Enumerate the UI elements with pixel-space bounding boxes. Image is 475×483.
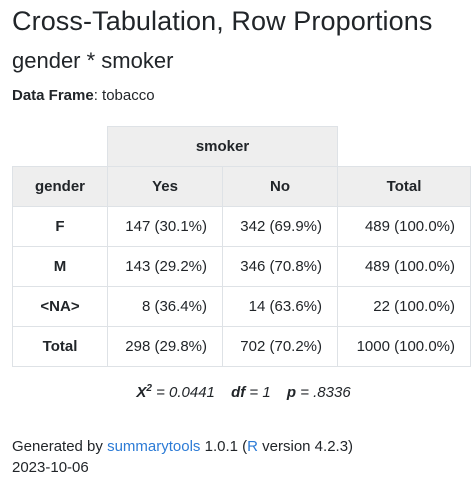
r-version-text: version 4.2.3) [262, 438, 354, 455]
table-cell: 22 (100.0%) [337, 286, 471, 327]
row-label: M [12, 246, 108, 287]
table-row: M 143 (29.2%) 346 (70.8%) 489 (100.0%) [12, 246, 471, 287]
table-cell: 8 (36.4%) [107, 286, 223, 327]
row-var-header: gender [12, 166, 108, 207]
col-header-yes: Yes [107, 166, 223, 207]
data-frame-label: Data Frame [12, 87, 94, 104]
page-subtitle: gender * smoker [12, 48, 174, 73]
table-row: F 147 (30.1%) 342 (69.9%) 489 (100.0%) [12, 206, 471, 247]
data-frame-value: tobacco [102, 87, 155, 104]
generated-line: Generated by summarytools 1.0.1 (R versi… [12, 436, 353, 457]
table-cell: 489 (100.0%) [337, 246, 471, 287]
df-value: = 1 [249, 384, 271, 401]
df-label: df [231, 384, 246, 401]
summarytools-link[interactable]: summarytools [107, 438, 201, 455]
chi-value: = 0.0441 [156, 384, 215, 401]
chi-label: X [136, 384, 147, 401]
table-row: <NA> 8 (36.4%) 14 (63.6%) 22 (100.0%) [12, 286, 471, 327]
table-cell: 147 (30.1%) [107, 206, 223, 247]
crosstab-table: smoker gender Yes No Total F 147 (30.1%)… [12, 126, 471, 367]
table-cell: 298 (29.8%) [107, 326, 223, 367]
column-header-row: gender Yes No Total [12, 166, 471, 207]
page-title: Cross-Tabulation, Row Proportions [12, 6, 433, 36]
blank-cell [338, 127, 471, 167]
table-cell: 14 (63.6%) [222, 286, 338, 327]
pkg-version-text: 1.0.1 ( [204, 438, 248, 455]
p-label: p [286, 384, 297, 401]
row-label: Total [12, 326, 108, 367]
table-cell: 143 (29.2%) [107, 246, 223, 287]
group-header-row: smoker [13, 126, 471, 167]
table-row-total: Total 298 (29.8%) 702 (70.2%) 1000 (100.… [12, 326, 471, 367]
col-group-header: smoker [107, 126, 338, 167]
data-frame-line: Data Frame: tobacco [12, 87, 155, 104]
generated-date: 2023-10-06 [12, 459, 89, 476]
generated-by-text: Generated by [12, 438, 103, 455]
row-label: <NA> [12, 286, 108, 327]
col-header-total: Total [337, 166, 471, 207]
r-link[interactable]: R [247, 438, 258, 455]
row-label: F [12, 206, 108, 247]
chi-superscript: 2 [146, 383, 152, 394]
footer: Generated by summarytools 1.0.1 (R versi… [12, 436, 353, 478]
blank-cell [13, 127, 108, 167]
table-cell: 346 (70.8%) [222, 246, 338, 287]
chi-square-stats: X2 = 0.0441 df = 1 p = .8336 [0, 383, 475, 401]
p-value: = .8336 [300, 384, 351, 401]
table-cell: 342 (69.9%) [222, 206, 338, 247]
col-header-no: No [222, 166, 338, 207]
table-cell: 702 (70.2%) [222, 326, 338, 367]
table-cell: 1000 (100.0%) [337, 326, 471, 367]
table-cell: 489 (100.0%) [337, 206, 471, 247]
